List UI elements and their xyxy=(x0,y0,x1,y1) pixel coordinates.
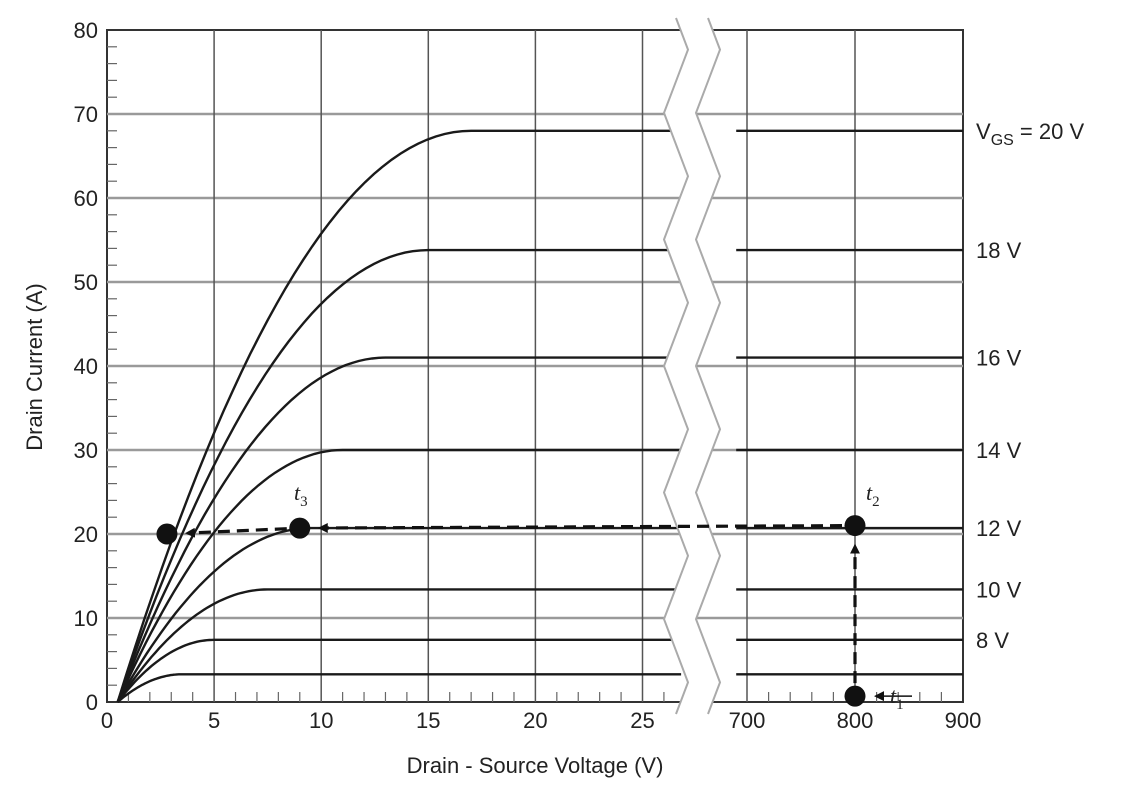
series-label: 18 V xyxy=(976,238,1022,263)
series-curve xyxy=(116,526,682,703)
x-axis-label: Drain - Source Voltage (V) xyxy=(407,753,664,778)
series-label: 10 V xyxy=(976,577,1022,602)
series-label: 16 V xyxy=(976,346,1022,371)
x-tick-label: 5 xyxy=(208,708,220,733)
series-curve xyxy=(116,638,682,703)
marker-label-t3: t3 xyxy=(294,480,308,510)
axis-break-edge xyxy=(694,17,722,715)
x-tick-label: 700 xyxy=(729,708,766,733)
series-curve xyxy=(116,129,682,703)
axis-break-gap xyxy=(664,18,720,714)
series-curve xyxy=(116,448,682,703)
marker-label-t1: t1 xyxy=(890,683,904,713)
marker-end xyxy=(156,523,178,545)
arrow-t2-t3 xyxy=(317,522,843,533)
curves xyxy=(116,129,963,703)
y-tick-label: 80 xyxy=(74,18,98,43)
x-tick-label: 10 xyxy=(309,708,333,733)
axis-break xyxy=(662,17,722,715)
x-tick-label: 15 xyxy=(416,708,440,733)
y-tick-label: 70 xyxy=(74,102,98,127)
marker-t2 xyxy=(844,515,866,537)
y-tick-label: 30 xyxy=(74,438,98,463)
series-label: 8 V xyxy=(976,628,1009,653)
x-tick-label: 25 xyxy=(630,708,654,733)
arrow-t3-end xyxy=(184,527,287,538)
y-tick-label: 60 xyxy=(74,186,98,211)
y-axis-label: Drain Current (A) xyxy=(22,283,47,450)
axis-break-edge xyxy=(662,17,690,715)
series-curve xyxy=(116,248,682,703)
y-tick-label: 0 xyxy=(86,690,98,715)
marker-label-t2: t2 xyxy=(866,480,880,510)
series-curve xyxy=(116,673,682,703)
y-tick-label: 10 xyxy=(74,606,98,631)
y-tick-label: 20 xyxy=(74,522,98,547)
x-tick-label: 900 xyxy=(945,708,982,733)
series-label: VGS = 20 V xyxy=(976,119,1084,149)
x-tick-label: 800 xyxy=(837,708,874,733)
series-label: 14 V xyxy=(976,438,1022,463)
x-tick-label: 0 xyxy=(101,708,113,733)
series-label: 12 V xyxy=(976,516,1022,541)
markers xyxy=(156,515,866,707)
series-curve xyxy=(116,356,682,703)
marker-t3 xyxy=(289,517,311,539)
y-tick-label: 50 xyxy=(74,270,98,295)
marker-t1 xyxy=(844,685,866,707)
x-tick-label: 20 xyxy=(523,708,547,733)
y-tick-label: 40 xyxy=(74,354,98,379)
series-curve xyxy=(116,588,682,703)
arrows xyxy=(184,522,912,702)
grid xyxy=(106,29,964,703)
labels: 0 5 10 15 20 25 700 800 900 0 10 20 30 40 50 60 70 80 VGS … xyxy=(74,18,1085,733)
